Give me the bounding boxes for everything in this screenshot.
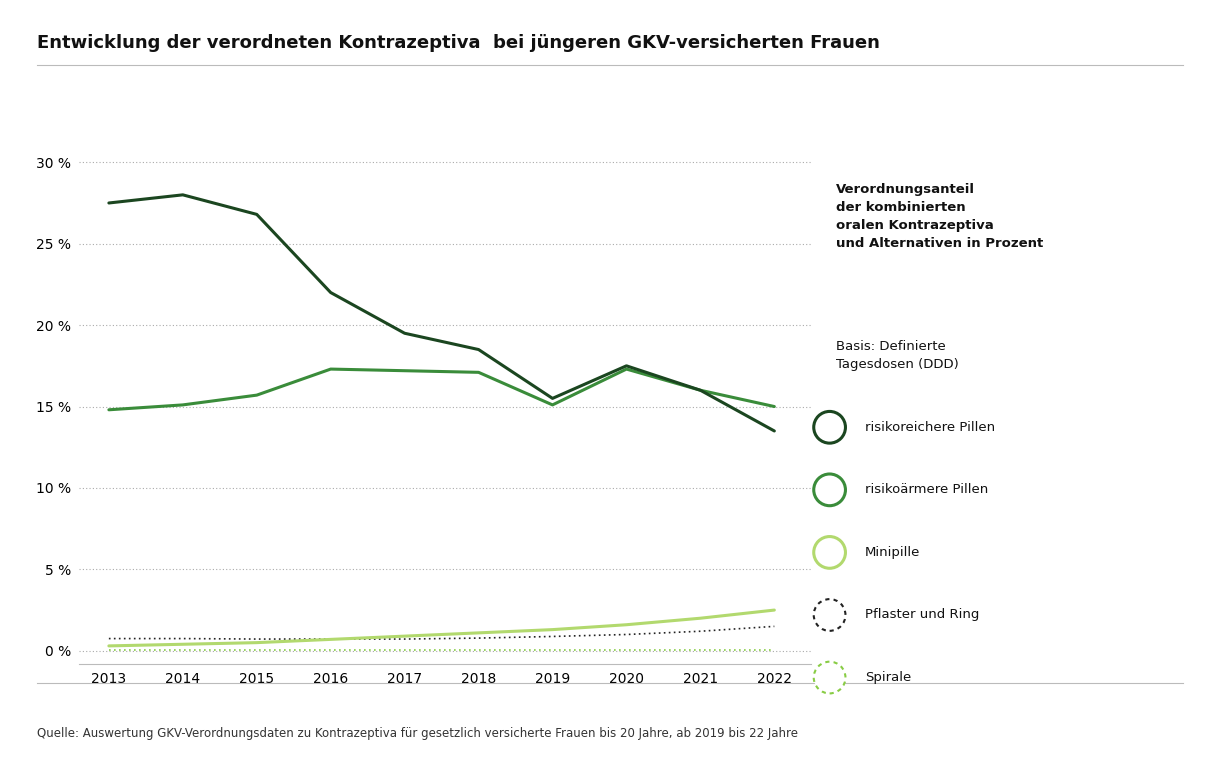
Text: risikoärmere Pillen: risikoärmere Pillen [865,483,988,497]
Text: Quelle: Auswertung GKV-Verordnungsdaten zu Kontrazeptiva für gesetzlich versiche: Quelle: Auswertung GKV-Verordnungsdaten … [37,727,798,740]
Text: Pflaster und Ring: Pflaster und Ring [865,608,980,622]
Text: Spirale: Spirale [865,671,911,684]
Text: risikoreichere Pillen: risikoreichere Pillen [865,420,996,434]
Text: Entwicklung der verordneten Kontrazeptiva  bei jüngeren GKV-versicherten Frauen: Entwicklung der verordneten Kontrazeptiv… [37,34,880,53]
Text: Minipille: Minipille [865,546,920,559]
Text: Verordnungsanteil
der kombinierten
oralen Kontrazeptiva
und Alternativen in Proz: Verordnungsanteil der kombinierten orale… [836,183,1043,250]
Text: Basis: Definierte
Tagesdosen (DDD): Basis: Definierte Tagesdosen (DDD) [836,340,959,371]
